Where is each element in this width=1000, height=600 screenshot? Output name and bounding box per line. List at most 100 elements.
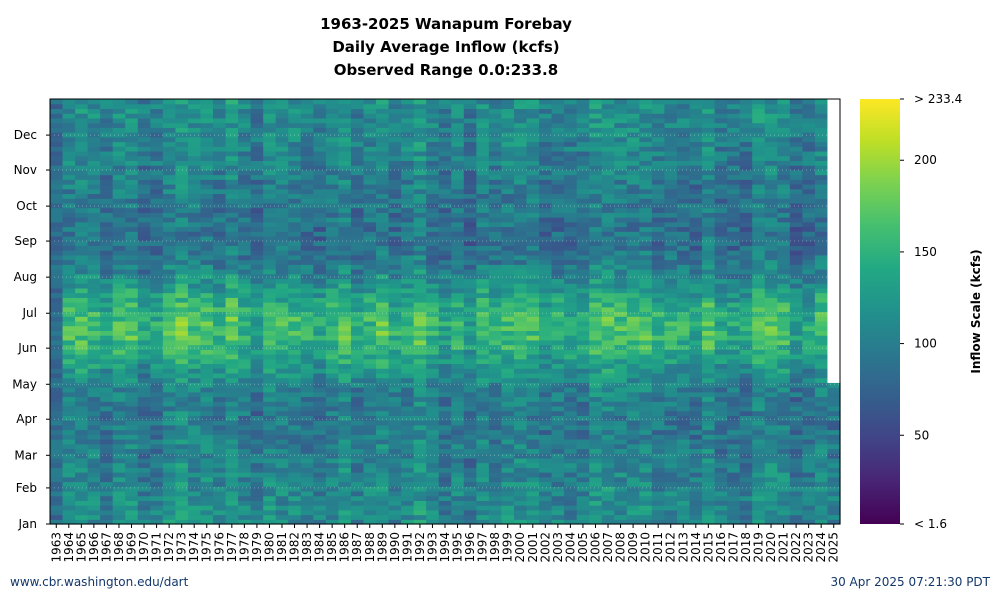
heatmap-cell bbox=[463, 245, 477, 251]
heatmap-cell bbox=[263, 467, 277, 473]
heatmap-cell bbox=[100, 372, 114, 379]
heatmap-cell bbox=[288, 415, 302, 421]
heatmap-cell bbox=[576, 174, 590, 180]
heatmap-cell bbox=[727, 372, 741, 379]
heatmap-cell bbox=[564, 339, 578, 346]
heatmap-cell bbox=[626, 184, 640, 190]
heatmap-cell bbox=[200, 306, 214, 313]
heatmap-cell bbox=[702, 99, 716, 105]
heatmap-cell bbox=[576, 235, 590, 242]
heatmap-cell bbox=[676, 420, 691, 426]
heatmap-cell bbox=[488, 424, 503, 431]
heatmap-cell bbox=[225, 155, 239, 161]
heatmap-cell bbox=[601, 339, 615, 346]
heatmap-cell bbox=[463, 509, 477, 516]
heatmap-cell bbox=[150, 117, 164, 124]
heatmap-cell bbox=[238, 382, 252, 388]
heatmap-cell bbox=[676, 292, 691, 298]
heatmap-cell bbox=[363, 354, 377, 360]
heatmap-cell bbox=[200, 254, 214, 261]
heatmap-cell bbox=[275, 476, 289, 483]
heatmap-cell bbox=[325, 127, 340, 133]
heatmap-cell bbox=[112, 146, 126, 152]
heatmap-cell bbox=[564, 165, 578, 171]
heatmap-cell bbox=[676, 155, 691, 161]
heatmap-cell bbox=[150, 382, 164, 388]
heatmap-cell bbox=[438, 132, 452, 138]
heatmap-cell bbox=[313, 320, 327, 327]
heatmap-cell bbox=[727, 368, 741, 374]
heatmap-cell bbox=[639, 174, 653, 180]
heatmap-cell bbox=[413, 245, 427, 251]
heatmap-cell bbox=[401, 127, 415, 133]
heatmap-cell bbox=[401, 169, 415, 176]
heatmap-cell bbox=[401, 396, 415, 402]
heatmap-cell bbox=[727, 415, 741, 421]
heatmap-cell bbox=[576, 184, 590, 190]
heatmap-cell bbox=[363, 132, 377, 138]
heatmap-cell bbox=[50, 339, 64, 346]
heatmap-cell bbox=[526, 325, 540, 331]
heatmap-cell bbox=[50, 311, 64, 317]
heatmap-cell bbox=[288, 424, 302, 431]
heatmap-cell bbox=[87, 439, 101, 445]
heatmap-cell bbox=[62, 141, 76, 147]
heatmap-cell bbox=[614, 448, 628, 454]
heatmap-cell bbox=[513, 505, 528, 511]
heatmap-cell bbox=[626, 443, 640, 450]
heatmap-cell bbox=[50, 226, 64, 232]
heatmap-cell bbox=[539, 387, 553, 393]
heatmap-cell bbox=[350, 320, 365, 327]
heatmap-cell bbox=[238, 434, 252, 440]
heatmap-cell bbox=[576, 410, 590, 416]
heatmap-cell bbox=[150, 283, 164, 289]
heatmap-cell bbox=[225, 453, 239, 459]
heatmap-cell bbox=[413, 519, 427, 525]
heatmap-cell bbox=[526, 221, 540, 228]
heatmap-cell bbox=[438, 235, 452, 242]
heatmap-cell bbox=[125, 302, 139, 308]
heatmap-cell bbox=[62, 155, 76, 161]
heatmap-cell bbox=[702, 259, 716, 265]
heatmap-cell bbox=[689, 212, 703, 218]
heatmap-cell bbox=[200, 217, 214, 223]
heatmap-cell bbox=[676, 207, 691, 213]
heatmap-cell bbox=[438, 514, 452, 520]
heatmap-cell bbox=[639, 358, 653, 365]
heatmap-cell bbox=[601, 146, 615, 152]
heatmap-cell bbox=[100, 467, 114, 473]
heatmap-cell bbox=[614, 396, 628, 402]
heatmap-cell bbox=[714, 278, 728, 284]
heatmap-cell bbox=[589, 443, 603, 450]
heatmap-cell bbox=[137, 311, 151, 317]
heatmap-cell bbox=[275, 368, 289, 374]
heatmap-cell bbox=[626, 155, 640, 161]
heatmap-cell bbox=[225, 292, 239, 298]
heatmap-cell bbox=[363, 174, 377, 180]
heatmap-cell bbox=[702, 349, 716, 355]
heatmap-cell bbox=[639, 420, 653, 426]
heatmap-cell bbox=[476, 439, 490, 445]
heatmap-cell bbox=[325, 174, 340, 180]
heatmap-cell bbox=[150, 231, 164, 237]
heatmap-cell bbox=[438, 136, 452, 143]
heatmap-cell bbox=[175, 377, 189, 383]
heatmap-cell bbox=[463, 382, 477, 388]
heatmap-cell bbox=[702, 165, 716, 171]
heatmap-cell bbox=[526, 363, 540, 369]
heatmap-cell bbox=[576, 514, 590, 520]
heatmap-cell bbox=[651, 136, 666, 143]
heatmap-cell bbox=[162, 273, 176, 280]
heatmap-cell bbox=[476, 476, 490, 483]
heatmap-cell bbox=[589, 226, 603, 232]
heatmap-cell bbox=[125, 259, 139, 265]
heatmap-cell bbox=[651, 377, 666, 383]
heatmap-cell bbox=[438, 122, 452, 128]
heatmap-cell bbox=[676, 316, 691, 322]
heatmap-cell bbox=[112, 269, 126, 275]
heatmap-cell bbox=[501, 320, 515, 327]
heatmap-cell bbox=[526, 354, 540, 360]
heatmap-cell bbox=[250, 424, 264, 431]
heatmap-cell bbox=[250, 401, 264, 407]
heatmap-cell bbox=[275, 136, 289, 143]
